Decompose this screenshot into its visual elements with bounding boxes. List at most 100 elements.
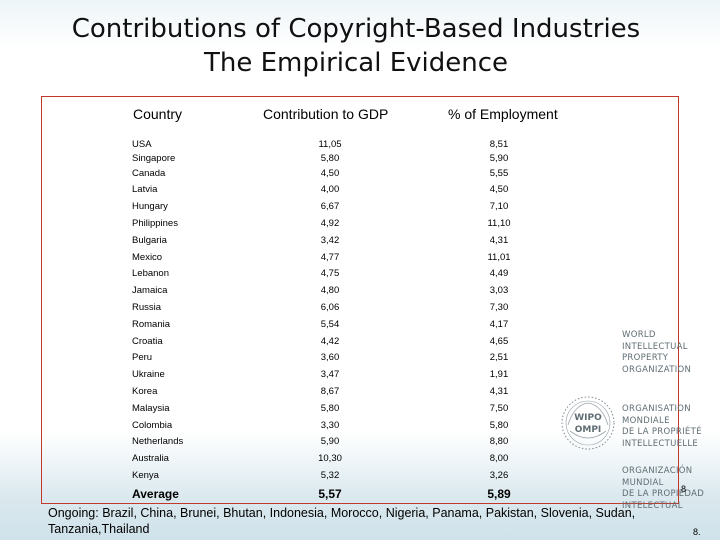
table-row: Jamaica 4,80 3,03 — [0, 285, 720, 299]
gdp-cell: 5,32 — [320, 470, 340, 481]
wipo-emblem-icon: WIPO OMPI — [561, 396, 615, 450]
employment-cell: 4,31 — [489, 386, 509, 397]
employment-cell: 5,90 — [489, 153, 509, 164]
employment-cell: 2,51 — [489, 352, 509, 363]
country-cell: Canada — [132, 168, 166, 179]
employment-cell: 7,10 — [489, 201, 509, 212]
title-line-1: Contributions of Copyright-Based Industr… — [71, 14, 641, 44]
country-cell: Netherlands — [132, 436, 184, 447]
average-gdp: 5,57 — [318, 487, 342, 501]
employment-cell: 4,50 — [489, 184, 509, 195]
country-cell: Croatia — [132, 336, 163, 347]
country-cell: Korea — [132, 386, 158, 397]
employment-cell: 4,17 — [489, 319, 509, 330]
table-row: Colombia 3,30 5,80 — [0, 420, 720, 434]
gdp-cell: 4,50 — [320, 168, 340, 179]
employment-cell: 8,80 — [489, 436, 509, 447]
gdp-cell: 4,75 — [320, 268, 340, 279]
gdp-cell: 5,80 — [320, 403, 340, 414]
gdp-cell: 5,80 — [320, 153, 340, 164]
gdp-cell: 10,30 — [318, 453, 342, 464]
logo-english: WORLD INTELLECTUAL PROPERTY ORGANIZATION — [622, 330, 692, 375]
header-country: Country — [133, 106, 183, 122]
gdp-cell: 3,47 — [320, 369, 340, 380]
table-row: Romania 5,54 4,17 — [0, 319, 720, 333]
table-row: Canada 4,50 5,55 — [0, 168, 720, 182]
svg-text:OMPI: OMPI — [575, 425, 602, 435]
table-row: Philippines 4,92 11,10 — [0, 218, 720, 232]
table-row: Korea 8,67 4,31 — [0, 386, 720, 400]
employment-cell: 4,31 — [489, 235, 509, 246]
logo-spanish: ORGANIZACIÓN MUNDIAL DE LA PROPIEDAD INT… — [622, 466, 705, 511]
table-row: Singapore 5,80 5,90 — [0, 153, 720, 167]
header-gdp: Contribution to GDP — [263, 106, 389, 122]
employment-cell: 11,01 — [487, 252, 511, 263]
header-employment: % of Employment — [448, 106, 558, 122]
employment-cell: 11,10 — [487, 218, 511, 229]
employment-cell: 5,80 — [489, 420, 509, 431]
gdp-cell: 8,67 — [320, 386, 340, 397]
country-cell: USA — [132, 139, 152, 150]
page-number: 8 — [681, 484, 687, 494]
table-row: Kenya 5,32 3,26 — [0, 470, 720, 484]
title-line-2: The Empirical Evidence — [203, 48, 509, 78]
table-row: Australia 10,30 8,00 — [0, 453, 720, 467]
employment-cell: 8,00 — [489, 453, 509, 464]
country-cell: Philippines — [132, 218, 178, 229]
gdp-cell: 4,77 — [320, 252, 340, 263]
table-row: Ukraine 3,47 1,91 — [0, 369, 720, 383]
gdp-cell: 6,67 — [320, 201, 340, 212]
country-cell: Australia — [132, 453, 169, 464]
table-row: Russia 6,06 7,30 — [0, 302, 720, 316]
employment-cell: 8,51 — [489, 139, 509, 150]
employment-cell: 7,30 — [489, 302, 509, 313]
gdp-cell: 4,42 — [320, 336, 340, 347]
country-cell: Russia — [132, 302, 162, 313]
employment-cell: 7,50 — [489, 403, 509, 414]
country-cell: Singapore — [132, 153, 176, 164]
gdp-cell: 6,06 — [320, 302, 340, 313]
table-row: Hungary 6,67 7,10 — [0, 201, 720, 215]
gdp-cell: 4,80 — [320, 285, 340, 296]
employment-cell: 3,26 — [489, 470, 509, 481]
country-cell: Hungary — [132, 201, 168, 212]
country-cell: Mexico — [132, 252, 163, 263]
gdp-cell: 4,00 — [320, 184, 340, 195]
country-cell: Lebanon — [132, 268, 169, 279]
average-employment: 5,89 — [487, 487, 511, 501]
gdp-cell: 5,54 — [320, 319, 340, 330]
country-cell: Jamaica — [132, 285, 168, 296]
table-row: Bulgaria 3,42 4,31 — [0, 235, 720, 249]
country-cell: Malaysia — [132, 403, 170, 414]
page-number-corner: 8. — [693, 527, 701, 537]
gdp-cell: 5,90 — [320, 436, 340, 447]
gdp-cell: 3,30 — [320, 420, 340, 431]
employment-cell: 4,65 — [489, 336, 509, 347]
country-cell: Colombia — [132, 420, 173, 431]
table-row: Lebanon 4,75 4,49 — [0, 268, 720, 282]
country-cell: Bulgaria — [132, 235, 167, 246]
employment-cell: 3,03 — [489, 285, 509, 296]
svg-text:WIPO: WIPO — [574, 413, 602, 423]
table-row: Netherlands 5,90 8,80 — [0, 436, 720, 450]
employment-cell: 1,91 — [489, 369, 509, 380]
table-frame — [41, 96, 679, 504]
country-cell: Romania — [132, 319, 171, 330]
table-row: USA 11,05 8,51 — [0, 139, 720, 153]
country-cell: Peru — [132, 352, 153, 363]
footnote-ongoing: Ongoing: Brazil, China, Brunei, Bhutan, … — [48, 506, 636, 536]
employment-cell: 4,49 — [489, 268, 509, 279]
gdp-cell: 4,92 — [320, 218, 340, 229]
country-cell: Ukraine — [132, 369, 165, 380]
average-label: Average — [132, 487, 179, 501]
table-row: Croatia 4,42 4,65 — [0, 336, 720, 350]
gdp-cell: 3,60 — [320, 352, 340, 363]
average-row: Average 5,57 5,89 — [0, 487, 720, 501]
employment-cell: 5,55 — [489, 168, 509, 179]
gdp-cell: 3,42 — [320, 235, 340, 246]
logo-french: ORGANISATION MONDIALE DE LA PROPRIÉTÉ IN… — [622, 404, 702, 449]
country-cell: Kenya — [132, 470, 159, 481]
table-row: Latvia 4,00 4,50 — [0, 184, 720, 198]
country-cell: Latvia — [132, 184, 158, 195]
table-row: Malaysia 5,80 7,50 — [0, 403, 720, 417]
